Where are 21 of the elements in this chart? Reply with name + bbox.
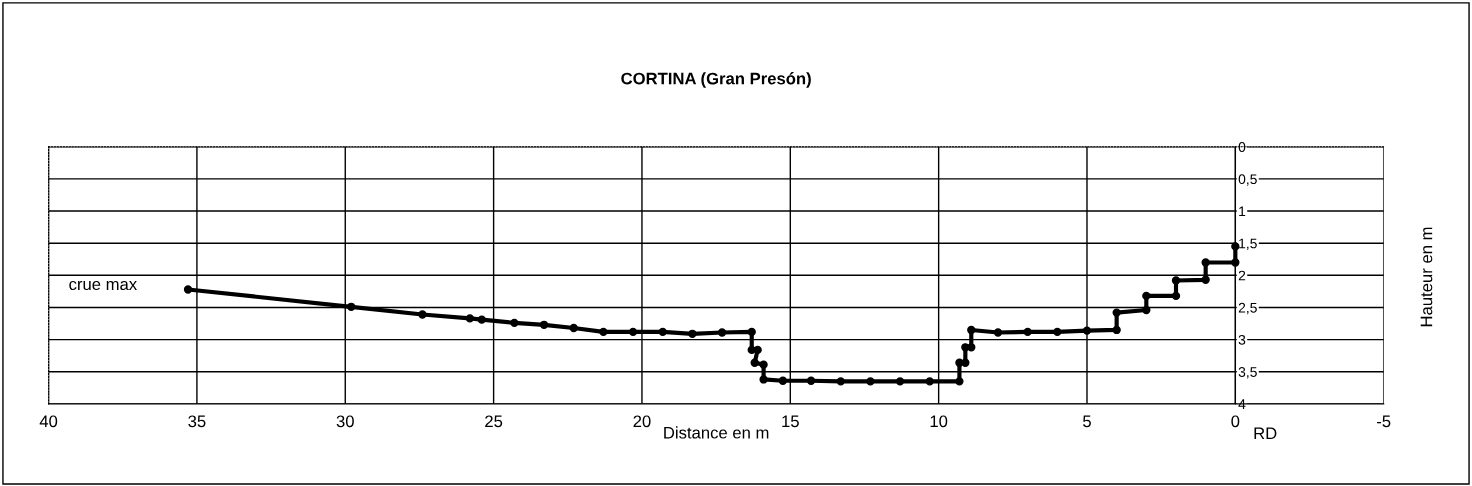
x-tick-label: -5 [1377,415,1391,428]
y-tick-label: 2,5 [1238,302,1257,315]
x-axis-title: Distance en m [664,426,769,439]
y-tick-label: 3,5 [1238,367,1257,379]
x-tick-label: 35 [188,415,206,428]
y-tick-label: 0,5 [1238,174,1257,186]
x-tick-label: 5 [1083,415,1091,428]
x-tick-label: 10 [930,415,948,428]
x-tick-label: 30 [336,415,354,428]
y-tick-label: 3 [1238,334,1246,345]
x-tick-label: 15 [782,415,799,428]
chart-title: CORTINA (Gran Presón) [621,72,811,88]
x-tick-label: 20 [633,415,651,428]
y-tick-label: 2 [1238,270,1246,281]
x-tick-label: 25 [485,415,503,428]
y-tick-label: 1,5 [1239,238,1257,250]
y-axis-title: Hauteur en m [1420,227,1433,327]
y-tick-label: 1 [1239,206,1246,217]
x-tick-label: 40 [39,415,58,428]
annotation: crue max [69,280,137,291]
text: RD [1254,427,1277,440]
